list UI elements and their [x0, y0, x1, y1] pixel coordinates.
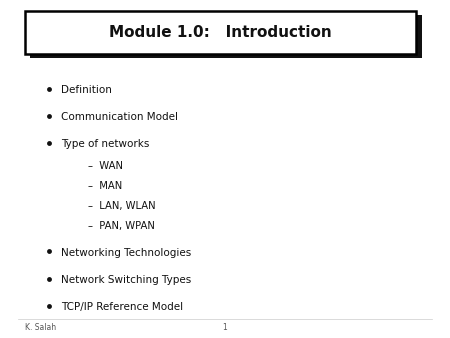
Text: Module 1.0:   Introduction: Module 1.0: Introduction — [109, 25, 332, 40]
Text: Network Switching Types: Network Switching Types — [61, 274, 191, 285]
Text: –  LAN, WLAN: – LAN, WLAN — [88, 200, 155, 211]
Text: –  WAN: – WAN — [88, 161, 123, 171]
Bar — [30, 15, 422, 58]
Text: –  PAN, WPAN: – PAN, WPAN — [88, 220, 155, 231]
Bar — [25, 11, 416, 54]
Text: K. Salah: K. Salah — [25, 323, 56, 332]
Text: Definition: Definition — [61, 84, 112, 95]
Text: Type of networks: Type of networks — [61, 139, 149, 149]
Text: 1: 1 — [223, 323, 227, 332]
Text: TCP/IP Reference Model: TCP/IP Reference Model — [61, 301, 183, 312]
Text: Communication Model: Communication Model — [61, 112, 178, 122]
Text: Networking Technologies: Networking Technologies — [61, 247, 191, 258]
Text: –  MAN: – MAN — [88, 180, 122, 191]
